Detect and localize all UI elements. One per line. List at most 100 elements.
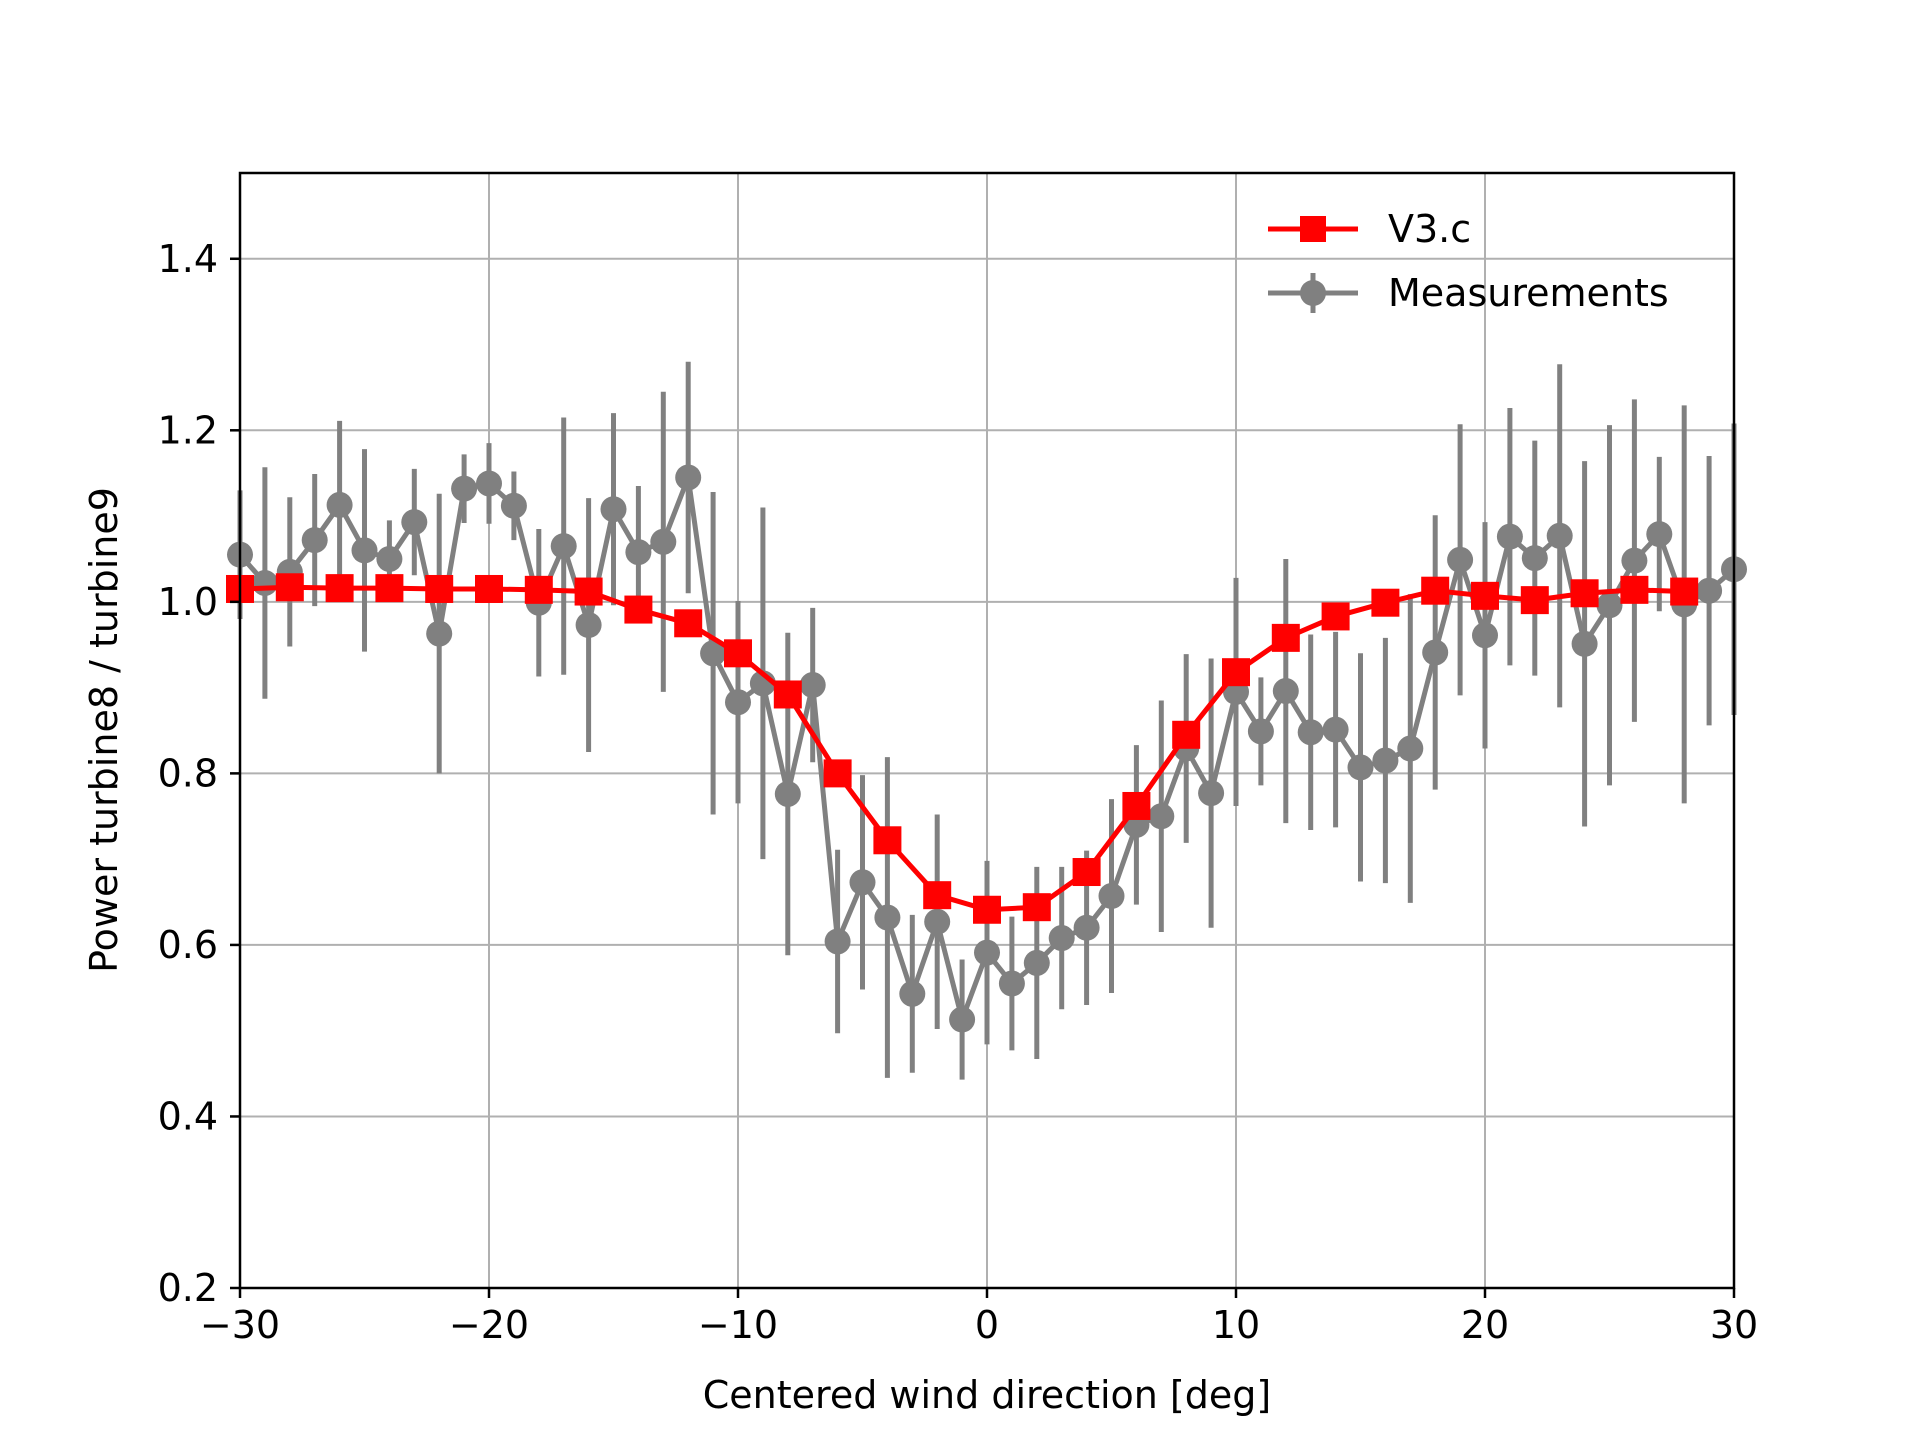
- measurements-point: [824, 928, 851, 955]
- y-tick-label: 0.6: [158, 923, 218, 967]
- measurements-point: [974, 939, 1000, 966]
- y-tick-label: 0.4: [158, 1094, 218, 1138]
- v3c-point: [1520, 586, 1549, 615]
- y-axis-label: Power turbine8 / turbine9: [82, 487, 126, 973]
- measurements-point: [1696, 577, 1723, 604]
- x-tick-label: −20: [449, 1303, 529, 1347]
- v3c-point: [1122, 791, 1151, 820]
- v3c-point: [1022, 893, 1051, 922]
- measurements-point: [550, 533, 577, 560]
- measurements-point: [351, 537, 378, 564]
- measurements-series: [227, 361, 1747, 1080]
- measurements-point: [1297, 719, 1324, 746]
- y-tick-label: 0.2: [158, 1266, 218, 1310]
- measurements-point: [700, 640, 727, 667]
- legend-v3c-label: V3.c: [1388, 207, 1471, 251]
- measurements-point: [500, 492, 527, 519]
- v3c-point: [1172, 720, 1201, 749]
- v3c-point: [1670, 577, 1699, 606]
- x-axis-label: Centered wind direction [deg]: [703, 1373, 1271, 1417]
- legend-measurements-label: Measurements: [1388, 271, 1669, 315]
- measurements-point: [1098, 883, 1125, 910]
- v3c-point: [1371, 588, 1400, 617]
- measurements-point: [476, 470, 502, 497]
- measurements-point: [401, 509, 428, 536]
- measurements-point: [625, 539, 652, 566]
- v3c-point: [1421, 576, 1450, 605]
- measurements-point: [1472, 622, 1498, 649]
- v3c-point: [773, 680, 802, 709]
- measurements-point: [451, 475, 478, 502]
- measurements-point: [1073, 914, 1100, 941]
- measurements-point: [376, 545, 403, 572]
- legend-measurements-marker: [1300, 280, 1326, 306]
- v3c-point: [1271, 623, 1300, 652]
- measurements-point: [675, 464, 702, 491]
- measurements-point: [1397, 735, 1424, 762]
- v3c-point: [724, 639, 752, 668]
- measurements-point: [924, 908, 951, 935]
- measurements-point: [998, 970, 1025, 997]
- measurements-point: [1372, 747, 1399, 774]
- measurements-point: [1596, 592, 1623, 619]
- measurements-point: [1247, 718, 1274, 745]
- measurements-point: [426, 620, 453, 647]
- x-tick-label: −30: [200, 1303, 280, 1347]
- measurements-point: [301, 527, 328, 554]
- measurements-point: [600, 496, 627, 523]
- x-tick-label: 10: [1212, 1303, 1260, 1347]
- v3c-point: [574, 577, 603, 606]
- measurements-point: [1347, 754, 1374, 781]
- v3c-point: [923, 881, 952, 910]
- measurements-point: [1521, 545, 1548, 572]
- v3c-point: [1321, 602, 1350, 631]
- legend: V3.c Measurements: [1268, 207, 1669, 315]
- measurements-point: [1447, 546, 1474, 573]
- measurements-point: [1322, 716, 1349, 743]
- v3c-point: [375, 574, 404, 603]
- measurements-point: [1546, 522, 1573, 549]
- measurements-point: [1272, 678, 1299, 705]
- measurements-point: [1048, 925, 1075, 952]
- v3c-point: [624, 595, 653, 624]
- v3c-series: [226, 573, 1699, 924]
- v3c-point: [823, 759, 852, 788]
- v3c-point: [1620, 575, 1649, 604]
- y-tick-label: 1.4: [158, 237, 218, 281]
- axis-ticks: −30 −20 −10 0 10 20 30 0.2 0.4 0.6 0.8 1.0 1.2 1.4: [158, 237, 1759, 1347]
- measurements-point: [1198, 780, 1225, 807]
- measurements-point: [575, 612, 602, 639]
- x-tick-label: −10: [698, 1303, 778, 1347]
- measurements-point: [899, 980, 926, 1007]
- v3c-point: [325, 574, 354, 603]
- y-tick-label: 1.2: [158, 408, 218, 452]
- measurements-point: [650, 528, 677, 555]
- v3c-point: [1570, 579, 1599, 608]
- measurements-point: [799, 672, 826, 699]
- measurements-point: [849, 869, 876, 896]
- v3c-point: [425, 574, 454, 603]
- v3c-point: [524, 575, 553, 604]
- v3c-point: [275, 573, 304, 602]
- measurements-point: [1023, 949, 1050, 976]
- x-tick-label: 20: [1461, 1303, 1509, 1347]
- measurements-point: [1422, 639, 1449, 666]
- measurements-point: [725, 689, 751, 716]
- v3c-point: [674, 609, 703, 638]
- measurements-point: [1148, 803, 1175, 830]
- measurements-point: [1496, 523, 1523, 550]
- measurements-point: [1621, 547, 1648, 574]
- v3c-point: [475, 574, 503, 603]
- legend-v3c-marker: [1300, 216, 1326, 242]
- v3c-point: [1471, 581, 1499, 610]
- v3c-point: [973, 895, 1001, 924]
- measurements-point: [874, 904, 901, 931]
- v3c-point: [1072, 858, 1101, 887]
- measurements-point: [1571, 630, 1598, 657]
- v3c-point: [1222, 658, 1250, 687]
- x-tick-label: 0: [975, 1303, 999, 1347]
- y-tick-label: 0.8: [158, 751, 218, 795]
- measurements-point: [251, 569, 278, 596]
